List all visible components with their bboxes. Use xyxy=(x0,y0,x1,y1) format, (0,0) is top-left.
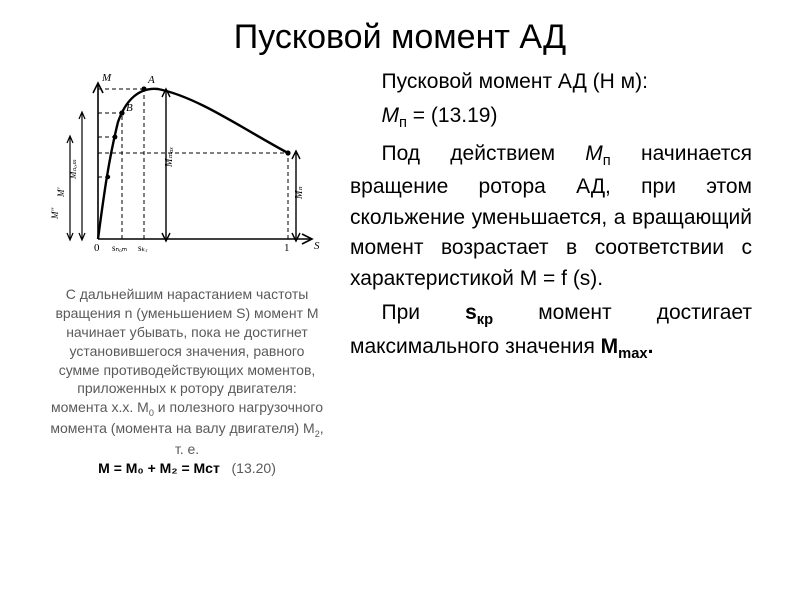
p3-a: Под действием xyxy=(382,142,586,165)
mnom-label: Mₙₒₘ xyxy=(68,159,78,180)
right-column: Пусковой момент АД (Н м): Mп = (13.19) П… xyxy=(350,67,752,576)
x-tick-0: 0 xyxy=(94,242,100,254)
x-tick-snom: sₙₒₘ xyxy=(112,243,128,253)
cap-eq-num: (13.20) xyxy=(232,460,276,476)
mpp-label: M'' xyxy=(50,207,60,220)
mprime-label: M' xyxy=(56,187,66,198)
cap-equation: M = M₀ + M₂ = Mст xyxy=(98,460,220,476)
p2-sub: п xyxy=(399,116,407,132)
para-1: Пусковой момент АД (Н м): xyxy=(350,67,752,97)
p2-eq: = (13.19) xyxy=(407,104,497,127)
para-3: Под действием Mп начинается вращение рот… xyxy=(350,139,752,294)
p3-c: M = f (s). xyxy=(520,267,603,290)
x-axis-label: S xyxy=(314,240,320,252)
graph-caption: С дальнейшим нарастанием частоты вращени… xyxy=(48,285,326,478)
p4-a: При xyxy=(382,301,466,324)
y-axis-label: M xyxy=(101,72,112,84)
x-tick-skr: sₖᵣ xyxy=(138,243,147,253)
p4-s: s xyxy=(465,301,477,324)
cap-text-1: С дальнейшим нарастанием частоты вращени… xyxy=(51,286,319,415)
para-2: Mп = (13.19) xyxy=(350,101,752,135)
p2-M: M xyxy=(382,104,400,127)
p3-M: M xyxy=(585,142,603,165)
torque-slip-graph: M S 0 sₙₒₘ sₖᵣ 1 A B Mₘₐₓ Mₙ Mₙₒₘ M' M'' xyxy=(48,67,326,277)
point-b-label: B xyxy=(126,102,133,114)
p4-ssub: кр xyxy=(477,312,493,328)
mn-label: Mₙ xyxy=(294,186,305,200)
p4-M: M xyxy=(601,335,619,358)
p4-msub: max xyxy=(618,346,647,362)
p3-sub: п xyxy=(603,153,611,169)
para-4: При sкр момент достигает максимального з… xyxy=(350,298,752,365)
mmax-label: Mₘₐₓ xyxy=(164,147,175,168)
x-tick-1: 1 xyxy=(284,242,290,254)
left-column: M S 0 sₙₒₘ sₖᵣ 1 A B Mₘₐₓ Mₙ Mₙₒₘ M' M''… xyxy=(48,67,326,576)
point-a-label: A xyxy=(147,74,155,86)
slide-title: Пусковой момент АД xyxy=(48,18,752,57)
content-columns: M S 0 sₙₒₘ sₖᵣ 1 A B Mₘₐₓ Mₙ Mₙₒₘ M' M''… xyxy=(48,67,752,576)
p4-dot: . xyxy=(648,335,654,358)
